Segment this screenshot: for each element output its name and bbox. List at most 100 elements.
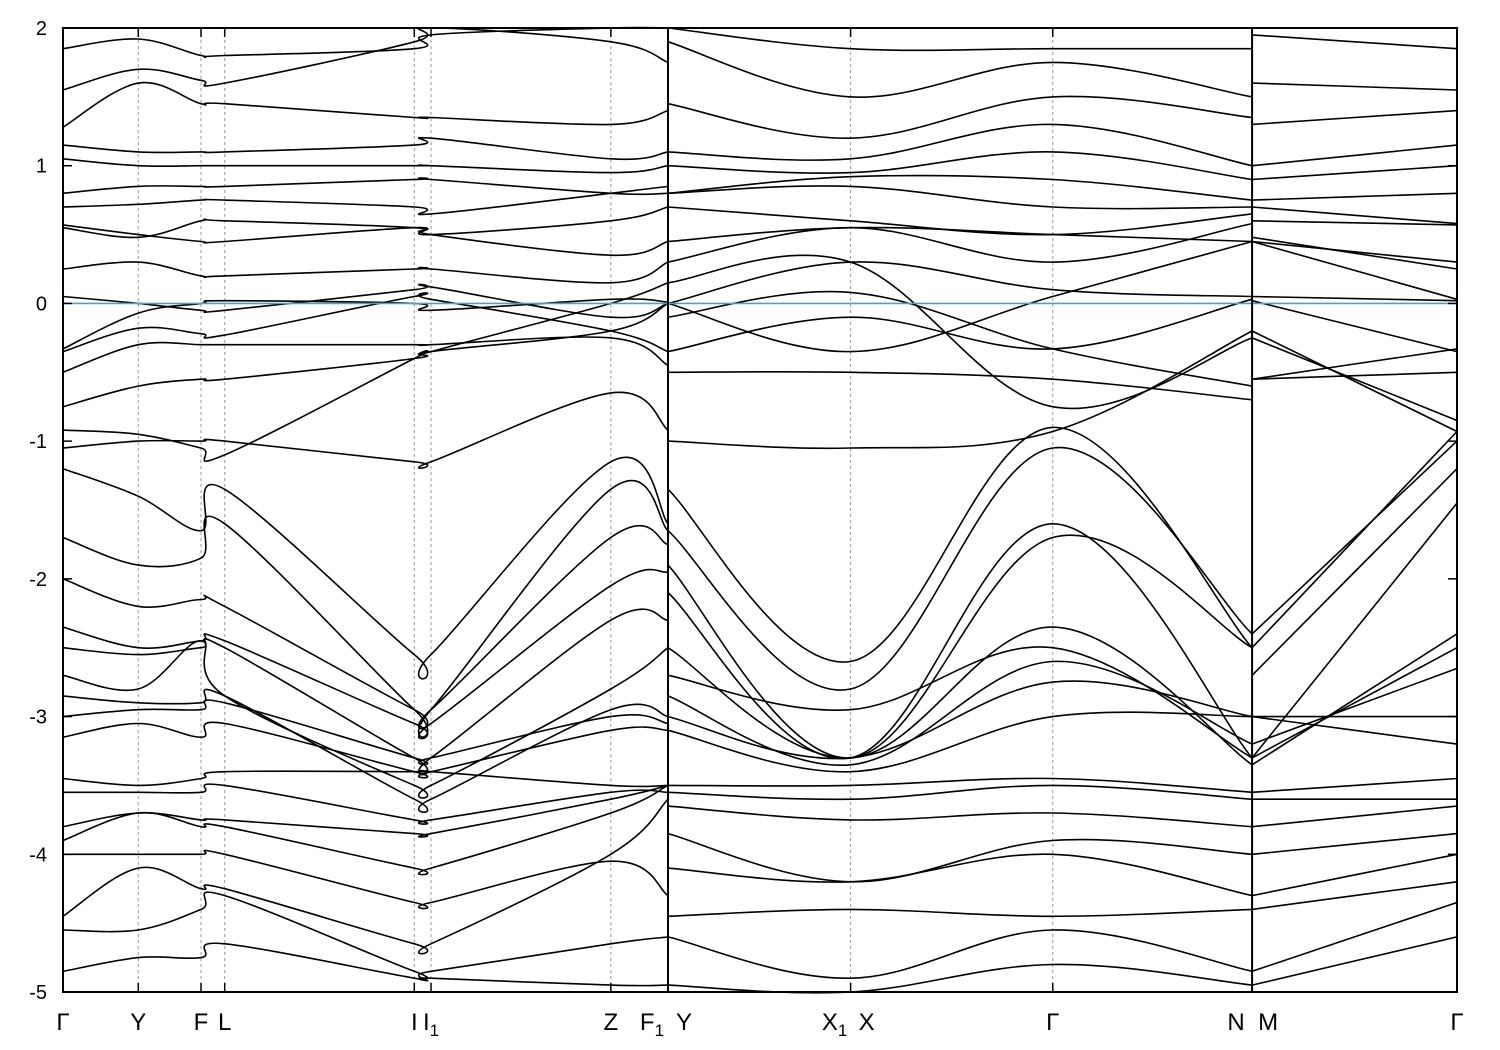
band-line — [1251, 299, 1458, 353]
band-line — [1252, 220, 1458, 226]
kpoint-label: X — [859, 1009, 875, 1036]
y-tick-label: -3 — [29, 707, 47, 729]
band-line — [1251, 646, 1458, 759]
band-line — [1252, 206, 1458, 225]
band-line — [62, 798, 669, 955]
band-line — [667, 222, 1253, 263]
y-axis-ticks: 2 1 0 -1 -2 -3 -4 -5 — [29, 18, 1457, 1004]
band-line — [62, 81, 669, 128]
band-line — [1251, 440, 1458, 635]
band-line — [1251, 348, 1458, 380]
band-line — [62, 336, 669, 374]
band-line — [1252, 109, 1458, 126]
y-tick-label: 0 — [36, 293, 47, 315]
band-line — [62, 891, 669, 980]
band-line — [62, 26, 669, 58]
band-line — [667, 832, 1253, 883]
band-line — [667, 27, 1253, 52]
band-line — [667, 646, 1253, 759]
band-line — [1251, 667, 1458, 745]
plot-frame — [62, 27, 1458, 993]
band-line — [1252, 777, 1458, 794]
band-line — [667, 853, 1253, 897]
band-line — [1252, 82, 1458, 91]
band-line — [62, 608, 669, 776]
band-line — [62, 769, 669, 788]
band-line — [62, 784, 669, 876]
band-line — [62, 688, 669, 814]
y-tick-label: -5 — [29, 982, 47, 1004]
band-line — [62, 185, 669, 216]
band-line — [667, 929, 1253, 980]
band-line — [667, 908, 1253, 918]
band-line — [62, 158, 669, 174]
band-line — [667, 298, 1253, 353]
band-line — [1252, 371, 1458, 380]
band-line — [62, 479, 669, 738]
band-line — [667, 680, 1253, 760]
y-tick-label: 1 — [36, 156, 47, 178]
band-line — [62, 699, 669, 766]
kpoint-label: Γ — [1046, 1009, 1059, 1036]
band-line — [667, 534, 1253, 759]
band-line — [62, 136, 669, 161]
band-line — [62, 283, 669, 319]
band-line — [62, 942, 669, 987]
band-line — [1251, 468, 1458, 676]
kpoint-label: F — [194, 1009, 209, 1036]
y-tick-label: -2 — [29, 569, 47, 591]
band-line — [667, 206, 1253, 236]
band-line — [667, 447, 1253, 691]
band-line — [1251, 236, 1458, 270]
band-line — [62, 849, 669, 910]
band-line — [1251, 936, 1458, 986]
band-line — [62, 524, 669, 730]
band-line — [62, 292, 669, 353]
band-line — [667, 522, 1253, 760]
band-line — [1252, 832, 1458, 856]
band-line — [62, 721, 669, 779]
band-line — [667, 151, 1253, 181]
band-line — [667, 626, 1253, 766]
band-line — [62, 639, 669, 799]
path-break-lines — [666, 28, 1254, 992]
kpoint-label: L — [218, 1009, 231, 1036]
band-line — [667, 41, 1253, 98]
band-line — [667, 330, 1253, 450]
band-line — [667, 370, 1253, 401]
band-lines — [62, 26, 1458, 994]
band-line — [62, 298, 669, 350]
band-line — [1252, 805, 1458, 828]
band-line — [667, 963, 1253, 994]
band-line — [667, 185, 1253, 210]
band-line — [1252, 240, 1458, 263]
band-line — [1252, 164, 1458, 181]
band-line — [1251, 881, 1458, 911]
band-line — [62, 302, 669, 408]
band-line — [1252, 34, 1458, 50]
band-line — [667, 805, 1253, 828]
band-line — [1251, 853, 1458, 897]
band-line — [1251, 240, 1458, 301]
band-line — [667, 777, 1253, 794]
kpoint-label: Γ — [56, 1009, 69, 1036]
band-line — [667, 174, 1253, 201]
band-line — [62, 784, 669, 838]
band-line — [62, 568, 669, 740]
kpoint-label: Y — [676, 1009, 692, 1036]
y-tick-label: -4 — [29, 844, 47, 866]
band-line — [667, 95, 1253, 140]
band-line — [667, 123, 1253, 167]
kpoint-label: Y — [130, 1009, 146, 1036]
band-line — [62, 783, 669, 825]
band-line — [1251, 715, 1458, 745]
band-line — [62, 206, 669, 244]
band-line — [1251, 502, 1458, 759]
band-line — [62, 282, 669, 463]
band-line — [62, 218, 669, 257]
band-line — [1251, 337, 1458, 422]
y-tick-label: -1 — [29, 431, 47, 453]
band-line — [667, 711, 1253, 773]
band-line — [1252, 192, 1458, 201]
